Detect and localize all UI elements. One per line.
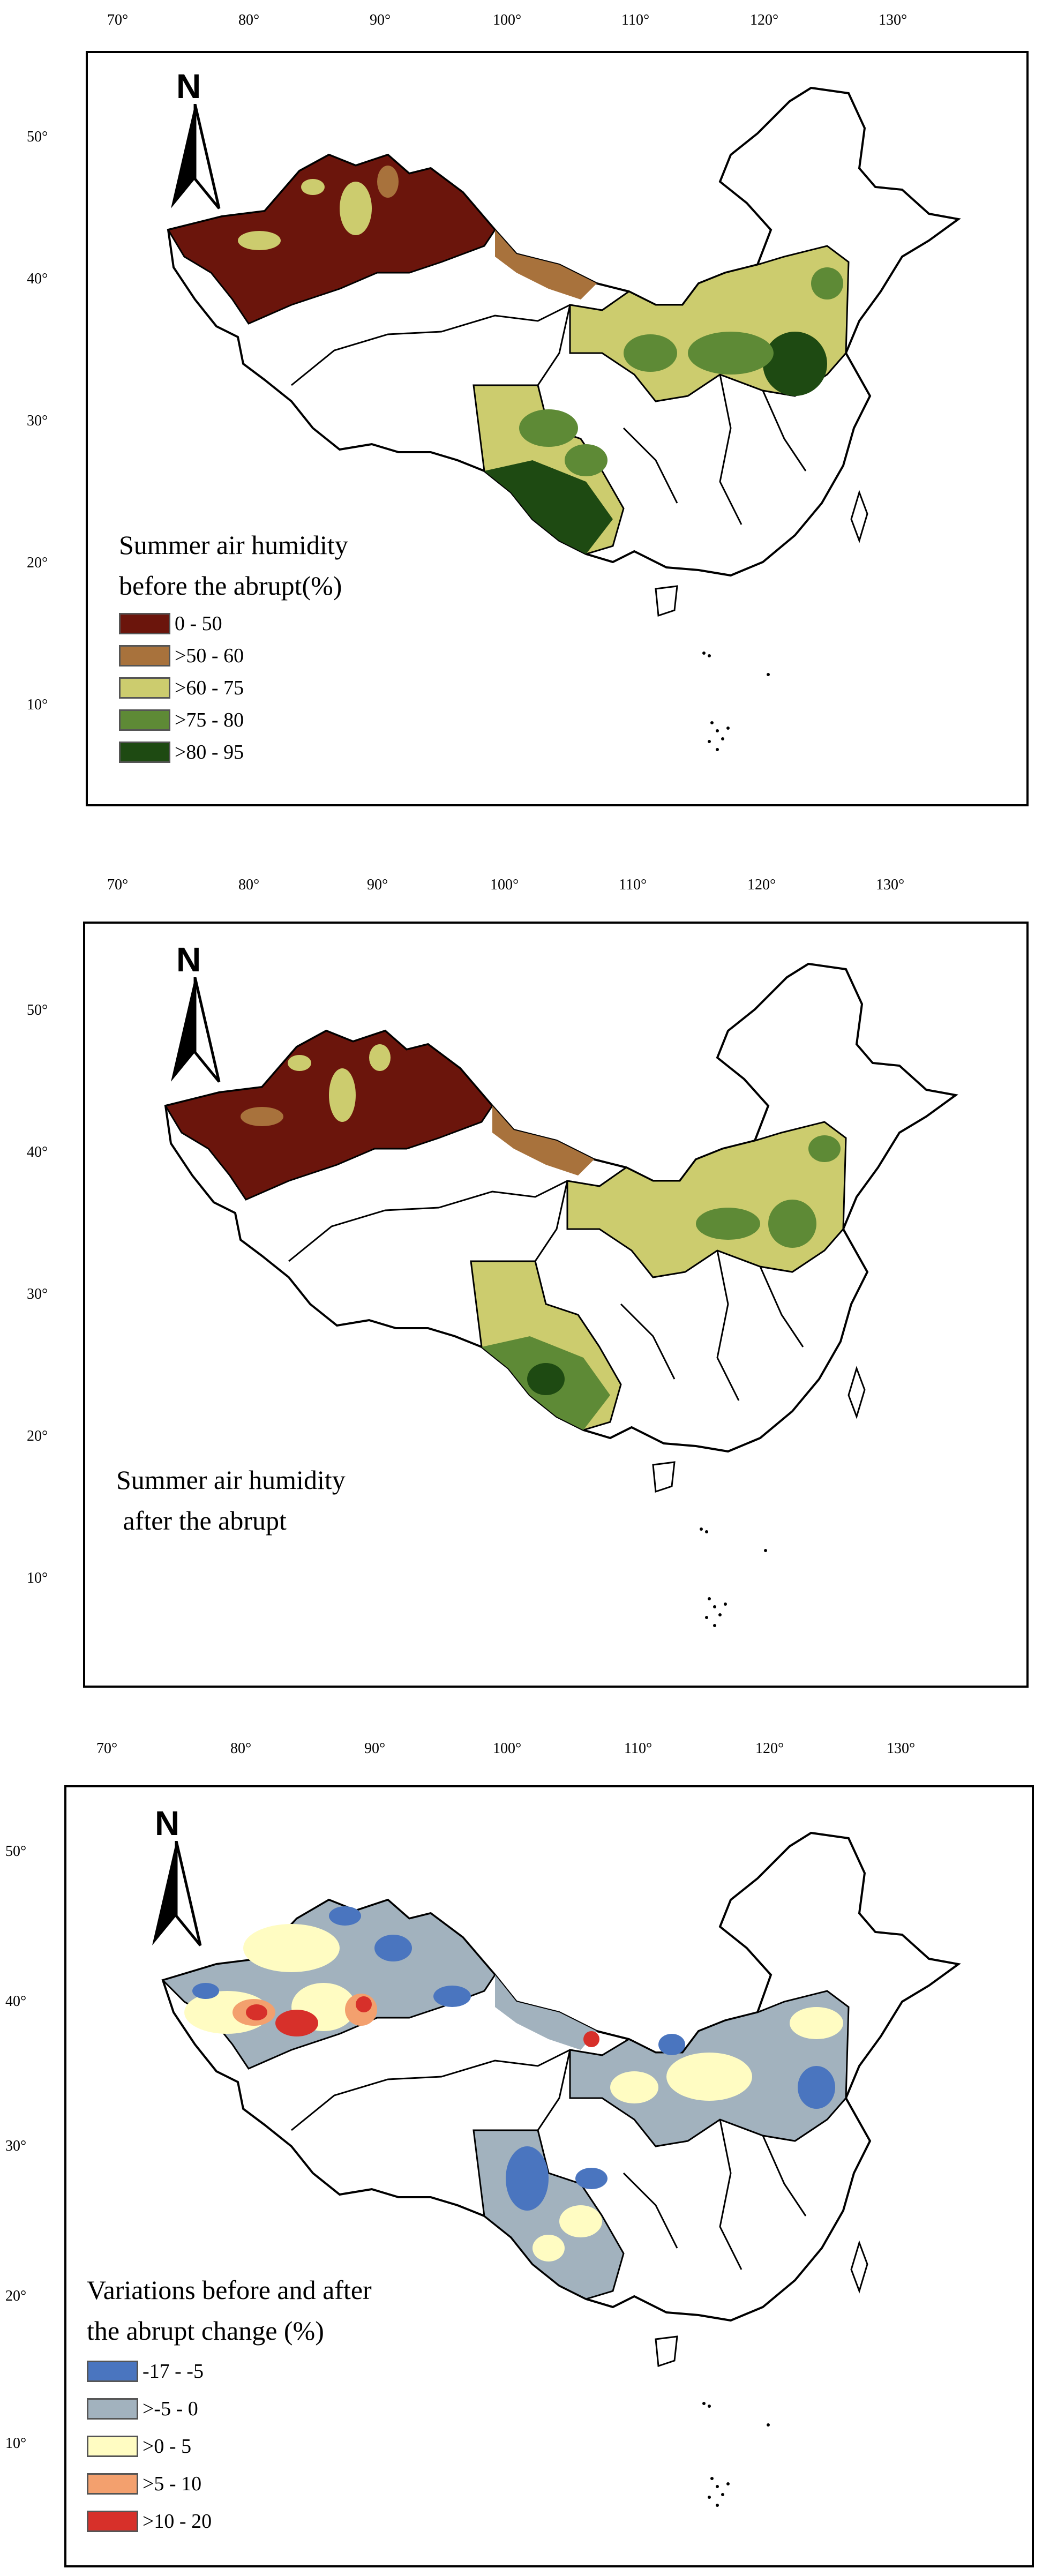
map-panel-variation: 70° 80° 90° 100° 110° 120° 130° 50° 40° … bbox=[0, 1725, 1050, 2576]
lat-tick: 20° bbox=[27, 555, 48, 571]
legend-label: >10 - 20 bbox=[142, 2510, 212, 2533]
map-panel-after: 70° 80° 90° 100° 110° 120° 130° 50° 40° … bbox=[0, 857, 1050, 1693]
legend-swatch bbox=[119, 742, 170, 763]
legend-item: -17 - -5 bbox=[87, 2360, 204, 2383]
legend-label: >5 - 10 bbox=[142, 2473, 202, 2495]
region-gansu bbox=[495, 230, 597, 299]
north-arrow-label: N bbox=[176, 67, 201, 106]
north-arrow-label: N bbox=[155, 1804, 180, 1843]
legend-swatch bbox=[87, 2473, 138, 2495]
legend-swatch bbox=[87, 2361, 138, 2382]
legend-label: 0 - 50 bbox=[175, 612, 222, 635]
map-canvas bbox=[164, 962, 958, 1627]
legend-title: Variations before and after the abrupt c… bbox=[87, 2275, 372, 2346]
lon-tick: 120° bbox=[747, 877, 776, 893]
legend-item: >50 - 60 bbox=[119, 644, 244, 668]
south-sea-islands bbox=[702, 652, 770, 751]
south-sea-islands bbox=[700, 1527, 767, 1627]
legend-swatch bbox=[119, 645, 170, 667]
map-frame: N Summer air humidity before the abrupt(… bbox=[86, 51, 1029, 806]
lon-tick: 110° bbox=[619, 877, 647, 893]
legend-item: >0 - 5 bbox=[87, 2435, 191, 2458]
region-xinjiang bbox=[164, 1030, 493, 1201]
lon-tick: 70° bbox=[107, 877, 129, 893]
lon-tick: 90° bbox=[367, 877, 388, 893]
lon-tick: 80° bbox=[238, 12, 260, 28]
region-gansu bbox=[495, 1975, 597, 2050]
lon-tick: 100° bbox=[493, 1740, 522, 1757]
lon-tick: 100° bbox=[493, 12, 522, 28]
hainan bbox=[655, 2335, 678, 2368]
lon-tick: 130° bbox=[887, 1740, 916, 1757]
legend-item: >75 - 80 bbox=[119, 708, 244, 732]
lon-tick: 110° bbox=[621, 12, 650, 28]
map-canvas bbox=[161, 1831, 961, 2507]
south-sea-islands bbox=[702, 2402, 770, 2507]
hainan bbox=[652, 1461, 676, 1493]
lon-tick: 90° bbox=[370, 12, 391, 28]
legend-swatch bbox=[87, 2511, 138, 2532]
lat-tick: 50° bbox=[27, 129, 48, 145]
map-frame: N Summer air humidity after the abrupt bbox=[83, 922, 1029, 1688]
legend-label: -17 - -5 bbox=[142, 2360, 204, 2383]
lat-tick: 40° bbox=[27, 271, 48, 287]
legend-label: >50 - 60 bbox=[175, 645, 244, 667]
lat-tick: 30° bbox=[5, 2138, 27, 2154]
legend-item: >10 - 20 bbox=[87, 2510, 212, 2533]
taiwan bbox=[850, 490, 868, 543]
legend-item: >60 - 75 bbox=[119, 676, 244, 700]
lat-tick: 40° bbox=[5, 1993, 27, 2010]
legend-item: 0 - 50 bbox=[119, 612, 222, 635]
legend-item: >-5 - 0 bbox=[87, 2397, 198, 2421]
legend-item: >80 - 95 bbox=[119, 740, 244, 764]
legend-title: Summer air humidity before the abrupt(%) bbox=[119, 530, 348, 601]
hainan bbox=[655, 585, 678, 617]
lon-tick: 80° bbox=[238, 877, 260, 893]
legend-label: >0 - 5 bbox=[142, 2435, 192, 2458]
legend-label: >-5 - 0 bbox=[142, 2398, 198, 2420]
legend-title: Summer air humidity after the abrupt bbox=[116, 1465, 346, 1536]
lat-tick: 20° bbox=[5, 2288, 27, 2304]
lon-tick: 110° bbox=[624, 1740, 652, 1757]
legend-item: >5 - 10 bbox=[87, 2472, 201, 2496]
lon-tick: 100° bbox=[490, 877, 519, 893]
legend-swatch bbox=[87, 2436, 138, 2457]
legend-label: >80 - 95 bbox=[175, 741, 244, 763]
legend-swatch bbox=[119, 613, 170, 634]
map-panel-before: 70° 80° 90° 100° 110° 120° 130° 50° 40° … bbox=[0, 0, 1050, 825]
north-arrow-label: N bbox=[176, 940, 201, 979]
north-arrow-icon bbox=[171, 104, 221, 209]
map-frame: N Variations before and after the abrupt… bbox=[64, 1785, 1034, 2567]
lat-tick: 30° bbox=[27, 1286, 48, 1302]
map-canvas bbox=[167, 86, 961, 751]
legend-swatch bbox=[119, 677, 170, 699]
lat-tick: 10° bbox=[5, 2435, 27, 2452]
legend-label: >75 - 80 bbox=[175, 709, 244, 731]
lat-tick: 30° bbox=[27, 413, 48, 429]
lat-tick: 20° bbox=[27, 1428, 48, 1444]
lon-tick: 130° bbox=[876, 877, 905, 893]
lon-tick: 80° bbox=[230, 1740, 252, 1757]
lon-tick: 70° bbox=[107, 12, 129, 28]
lat-tick: 40° bbox=[27, 1144, 48, 1160]
lon-tick: 130° bbox=[879, 12, 908, 28]
lat-tick: 50° bbox=[27, 1002, 48, 1019]
lat-tick: 10° bbox=[27, 1570, 48, 1586]
legend-label: >60 - 75 bbox=[175, 677, 244, 699]
lat-tick: 50° bbox=[5, 1843, 27, 1860]
legend-swatch bbox=[87, 2398, 138, 2420]
region-gansu bbox=[492, 1106, 594, 1175]
lon-tick: 90° bbox=[364, 1740, 386, 1757]
lon-tick: 120° bbox=[750, 12, 779, 28]
region-xinjiang bbox=[167, 154, 496, 325]
lat-tick: 10° bbox=[27, 697, 48, 713]
taiwan bbox=[850, 2240, 868, 2294]
taiwan bbox=[848, 1366, 866, 1419]
legend-swatch bbox=[119, 709, 170, 731]
north-arrow-icon bbox=[171, 977, 221, 1083]
north-arrow-icon bbox=[152, 1841, 202, 1946]
lon-tick: 70° bbox=[96, 1740, 118, 1757]
lon-tick: 120° bbox=[755, 1740, 784, 1757]
